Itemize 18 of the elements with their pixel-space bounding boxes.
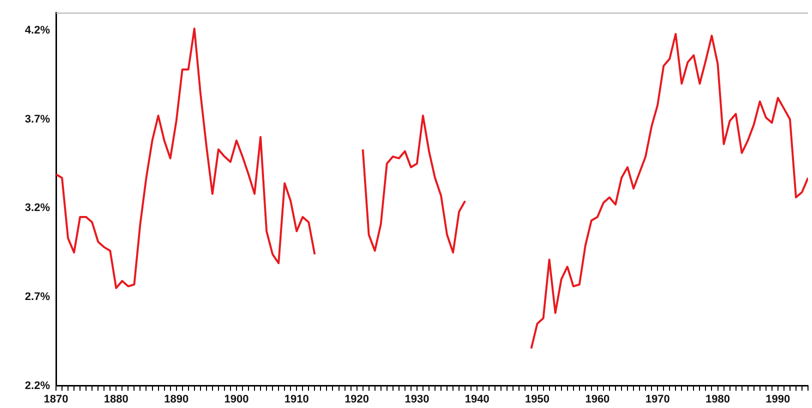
x-tick-label: 1940: [464, 393, 490, 406]
x-tick-label: 1990: [766, 393, 790, 406]
y-tick-label: 3.7%: [24, 113, 50, 126]
x-tick-label: 1880: [104, 393, 128, 406]
y-tick-label: 2.7%: [24, 290, 50, 303]
x-tick-label: 1980: [706, 393, 730, 406]
x-tick-label: 1890: [164, 393, 189, 406]
x-tick-label: 1930: [404, 393, 430, 406]
x-tick-label: 1900: [224, 393, 249, 406]
x-tick-label: 1870: [44, 393, 68, 406]
y-tick-label: 4.2%: [24, 24, 50, 36]
y-tick-label: 3.2%: [24, 202, 50, 214]
x-tick-label: 1970: [645, 393, 670, 406]
x-tick-label: 1910: [284, 393, 309, 406]
x-tick-label: 1960: [585, 393, 610, 406]
x-tick-label: 1920: [344, 393, 370, 406]
y-tick-label: 2.2%: [24, 380, 50, 392]
x-tick-label: 1950: [525, 393, 550, 406]
